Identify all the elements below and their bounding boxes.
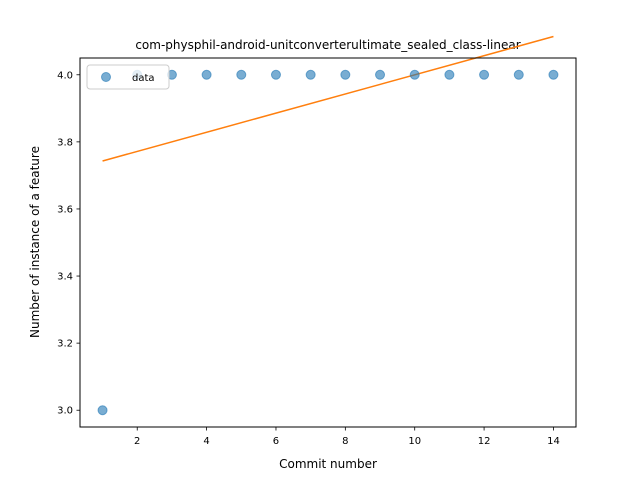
x-tick-label: 6 bbox=[273, 436, 279, 447]
y-tick-label: 3.4 bbox=[57, 272, 73, 283]
axes-frame bbox=[79, 57, 577, 428]
data-point bbox=[548, 69, 559, 80]
y-tick-label: 3.6 bbox=[57, 204, 73, 215]
y-tick-label: 3.2 bbox=[57, 339, 73, 350]
y-axis-label: Number of instance of a feature bbox=[28, 146, 42, 338]
x-tick-label: 10 bbox=[408, 436, 421, 447]
x-tick-label: 12 bbox=[478, 436, 491, 447]
fit-line bbox=[102, 35, 554, 162]
x-tick-label: 4 bbox=[203, 436, 209, 447]
legend: data bbox=[86, 64, 170, 90]
data-point bbox=[201, 69, 212, 80]
data-point bbox=[409, 69, 420, 80]
data-point bbox=[375, 69, 386, 80]
data-point bbox=[513, 69, 524, 80]
x-tick-label: 14 bbox=[547, 436, 560, 447]
chart-title: com-physphil-android-unitconverterultima… bbox=[135, 38, 520, 52]
y-tick-label: 3.8 bbox=[57, 137, 73, 148]
legend-box bbox=[86, 64, 170, 90]
data-point bbox=[340, 69, 351, 80]
plot-area bbox=[97, 35, 559, 416]
data-point bbox=[270, 69, 281, 80]
data-point bbox=[444, 69, 455, 80]
x-axis-label: Commit number bbox=[279, 457, 377, 471]
x-tick-label: 8 bbox=[342, 436, 348, 447]
legend-marker-data bbox=[101, 72, 111, 82]
y-tick-label: 3.0 bbox=[57, 406, 73, 417]
legend-label-data: data bbox=[132, 73, 155, 84]
y-tick-label: 4.0 bbox=[57, 70, 73, 81]
data-point bbox=[479, 69, 490, 80]
x-tick-label: 2 bbox=[134, 436, 140, 447]
data-point bbox=[305, 69, 316, 80]
axis-ticks: 2 4 6 8 10 12 14 3.0 3.2 3.4 3.6 3.8 4.0 bbox=[57, 70, 560, 447]
data-point bbox=[236, 69, 247, 80]
data-point bbox=[97, 405, 108, 416]
